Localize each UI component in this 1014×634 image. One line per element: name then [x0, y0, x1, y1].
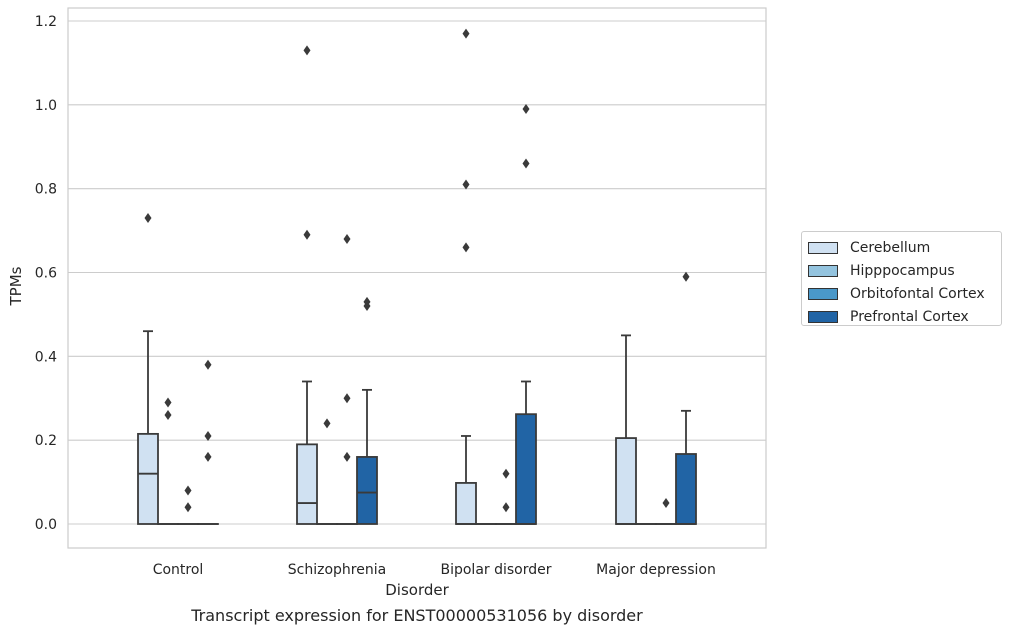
legend-swatch-cerebellum [808, 241, 838, 254]
box-cerebellum-control [137, 432, 159, 525]
box-cerebellum-bipolar-disorder [455, 482, 477, 525]
y-tick-label: 0.6 [35, 266, 57, 282]
x-axis-label: Disorder [385, 581, 449, 599]
outlier-cerebellum-bipolar-disorder [462, 179, 470, 190]
x-tick-label-schizophrenia: Schizophrenia [288, 562, 386, 578]
outlier-orbitofontal-cortex-schizophrenia [343, 451, 351, 462]
outlier-cerebellum-schizophrenia [303, 229, 311, 240]
x-tick-label-bipolar-disorder: Bipolar disorder [440, 562, 551, 578]
y-tick-label: 0.0 [35, 517, 57, 533]
legend-item-cerebellum: Cerebellum [808, 236, 1001, 259]
box-cerebellum-schizophrenia [296, 443, 318, 525]
legend-label-hippocampus: Hipppocampus [850, 262, 955, 279]
outlier-prefrontal-cortex-bipolar-disorder [522, 104, 530, 115]
outlier-hipppocampus-control [164, 397, 172, 408]
y-tick-label: 1.2 [35, 14, 57, 30]
y-tick-label: 0.2 [35, 433, 57, 449]
legend: Cerebellum Hipppocampus Orbitofontal Cor… [801, 231, 1002, 326]
legend-item-orbitofrontal: Orbitofontal Cortex [808, 282, 1001, 305]
x-tick-label-control: Control [153, 562, 204, 578]
legend-item-prefrontal: Prefrontal Cortex [808, 305, 1001, 328]
chart-caption: Transcript expression for ENST0000053105… [191, 606, 643, 625]
box-prefrontal-cortex-major-depression [675, 453, 697, 525]
y-tick-label: 0.4 [35, 349, 57, 365]
x-tick-label-major-depression: Major depression [596, 562, 716, 578]
box-cerebellum-major-depression [615, 437, 637, 525]
outlier-cerebellum-schizophrenia [303, 45, 311, 56]
legend-swatch-orbitofrontal [808, 287, 838, 300]
outlier-prefrontal-cortex-control [204, 451, 212, 462]
outlier-orbitofontal-cortex-major-depression [662, 498, 670, 509]
legend-label-prefrontal: Prefrontal Cortex [850, 308, 969, 325]
legend-label-cerebellum: Cerebellum [850, 239, 931, 256]
outlier-hipppocampus-schizophrenia [323, 418, 331, 429]
outlier-prefrontal-cortex-control [204, 359, 212, 370]
outlier-orbitofontal-cortex-control [184, 502, 192, 513]
outlier-hipppocampus-control [164, 410, 172, 421]
legend-swatch-hippocampus [808, 264, 838, 277]
legend-swatch-prefrontal [808, 310, 838, 323]
outlier-prefrontal-cortex-schizophrenia [363, 296, 371, 307]
outlier-prefrontal-cortex-major-depression [682, 271, 690, 282]
y-axis-label: TPMs [7, 266, 25, 306]
outlier-orbitofontal-cortex-control [184, 485, 192, 496]
outlier-orbitofontal-cortex-bipolar-disorder [502, 502, 510, 513]
legend-item-hippocampus: Hipppocampus [808, 259, 1001, 282]
outlier-prefrontal-cortex-bipolar-disorder [522, 158, 530, 169]
box-prefrontal-cortex-schizophrenia [356, 456, 378, 525]
outlier-orbitofontal-cortex-schizophrenia [343, 233, 351, 244]
y-tick-label: 1.0 [35, 98, 57, 114]
box-prefrontal-cortex-bipolar-disorder [515, 413, 537, 525]
outlier-cerebellum-bipolar-disorder [462, 242, 470, 253]
outlier-cerebellum-control [144, 213, 152, 224]
y-tick-label: 0.8 [35, 182, 57, 198]
outlier-cerebellum-bipolar-disorder [462, 28, 470, 39]
outlier-orbitofontal-cortex-bipolar-disorder [502, 468, 510, 479]
plot-frame [67, 7, 767, 549]
outlier-prefrontal-cortex-control [204, 430, 212, 441]
legend-label-orbitofrontal: Orbitofontal Cortex [850, 285, 985, 302]
outlier-orbitofontal-cortex-schizophrenia [343, 393, 351, 404]
